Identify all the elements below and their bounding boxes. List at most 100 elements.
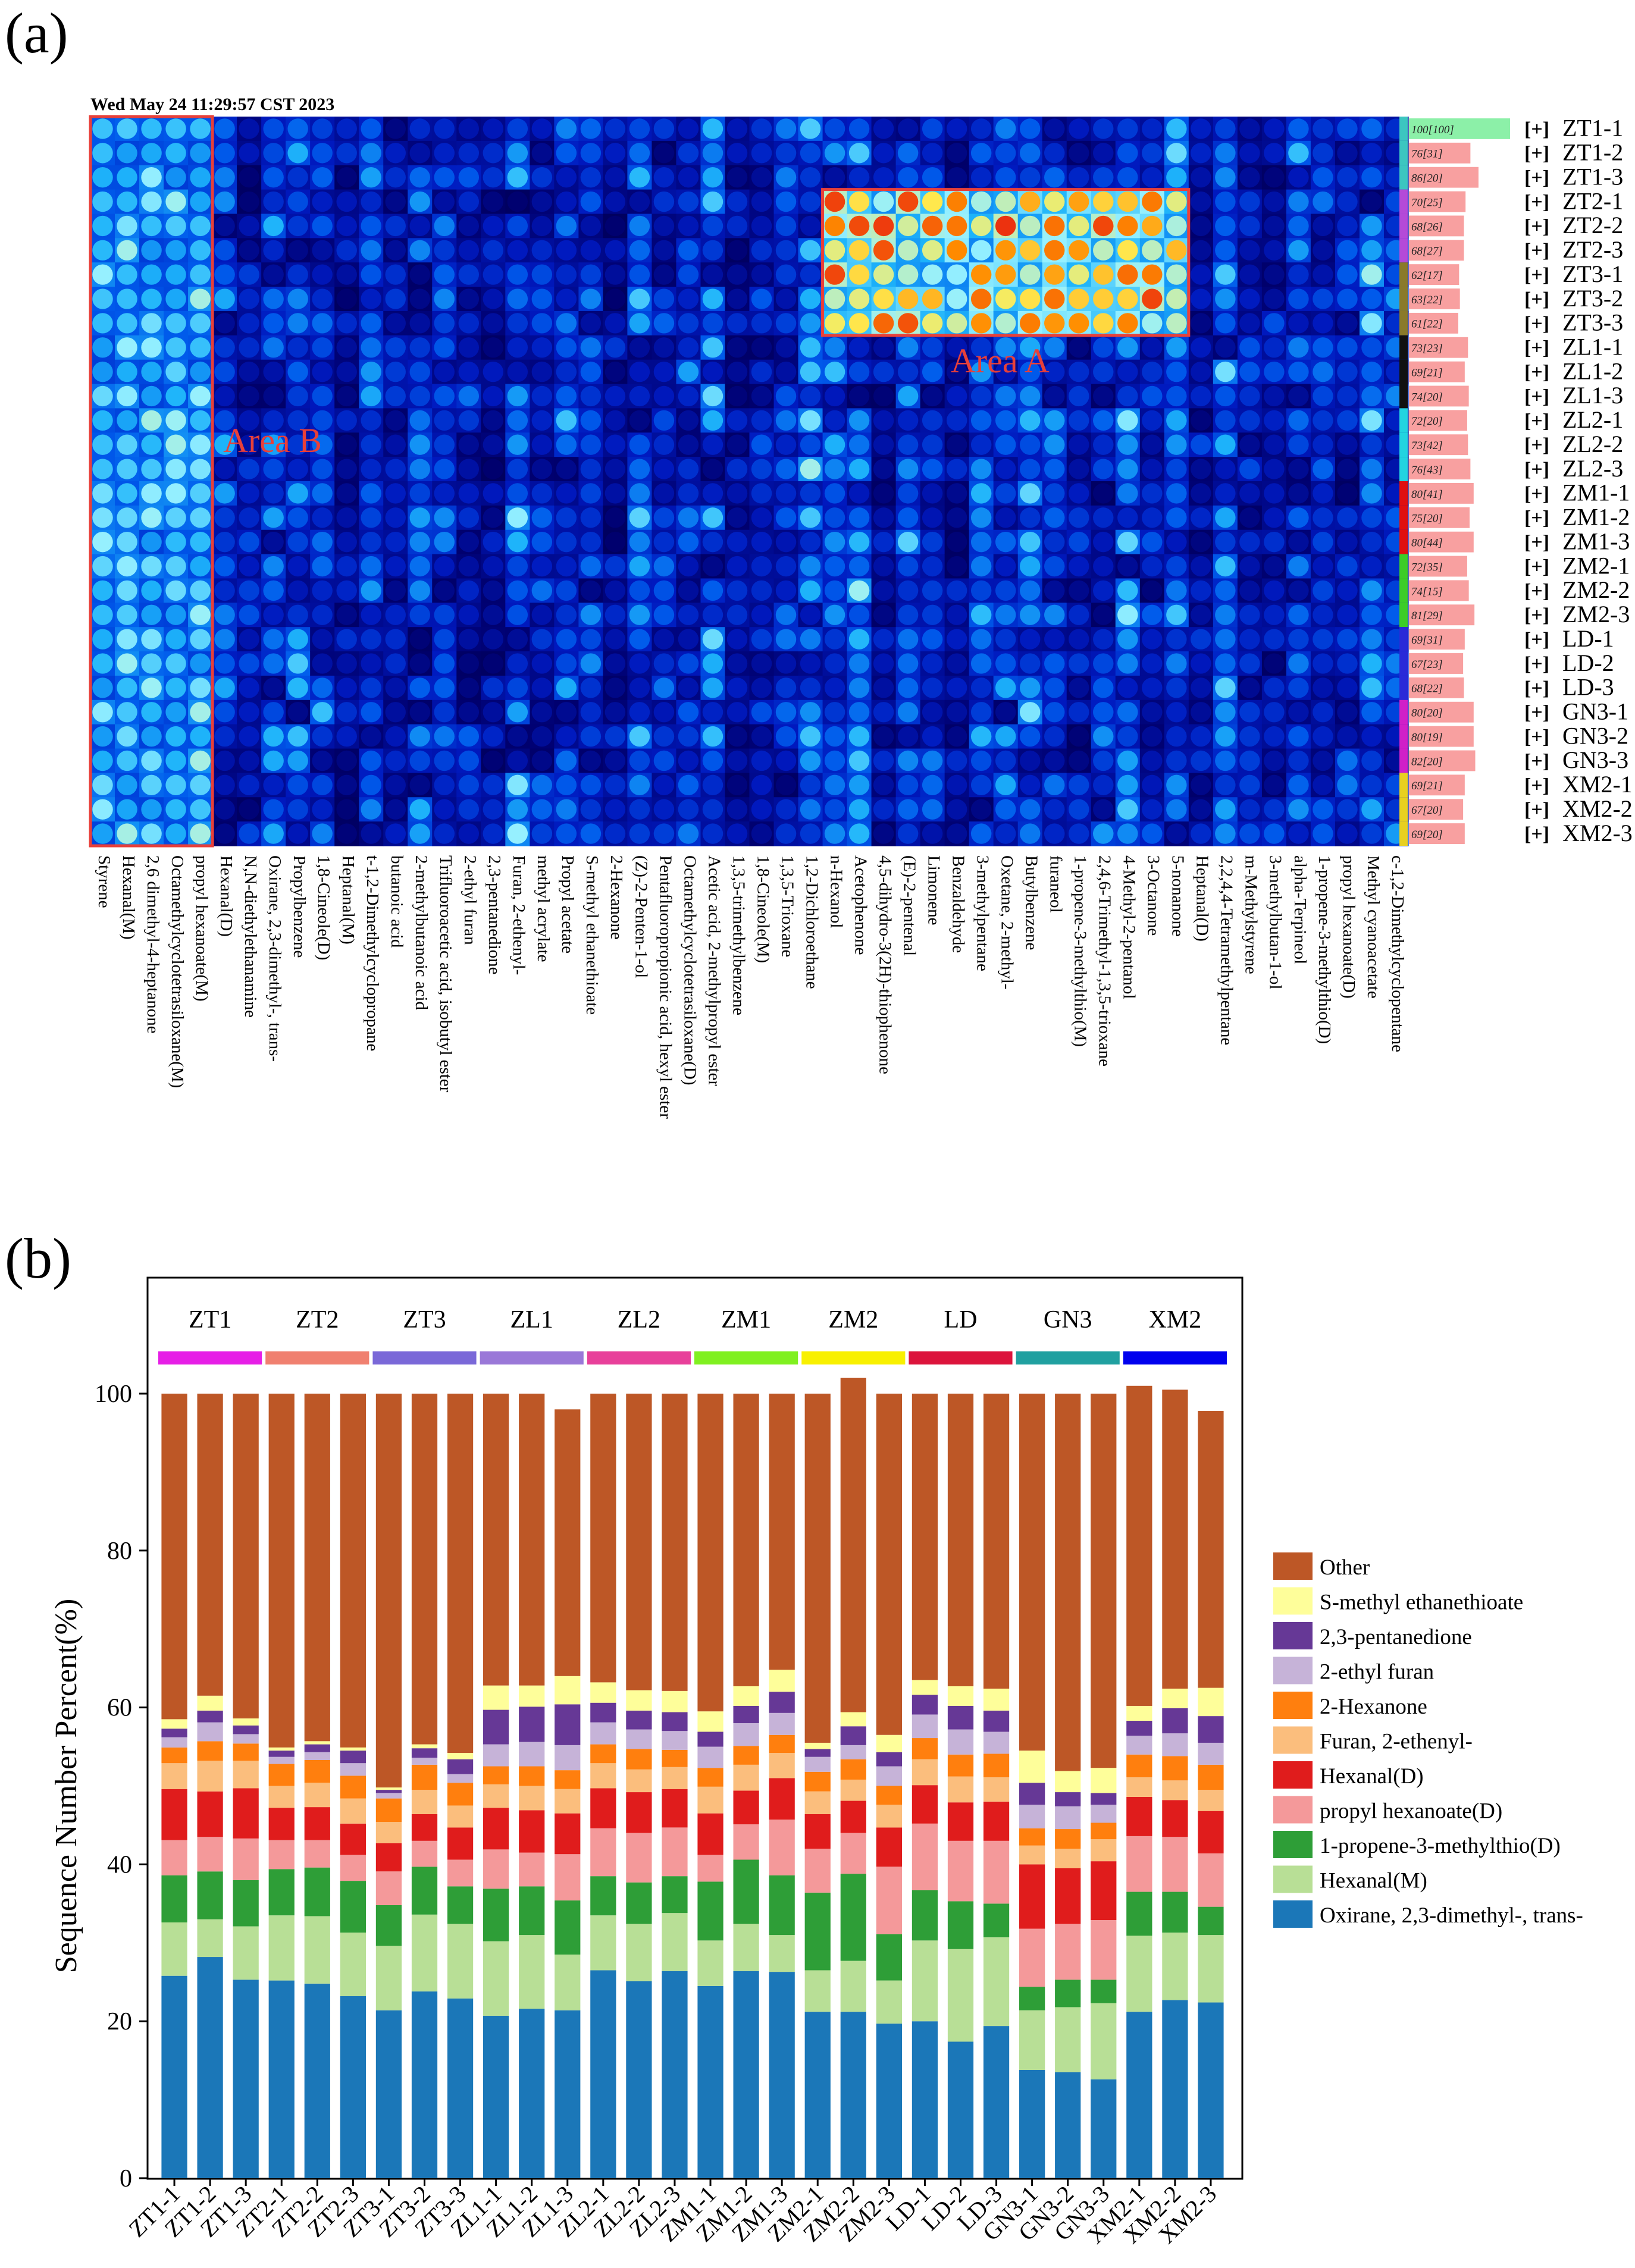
heatmap-spot: [1142, 604, 1163, 625]
compound-label: propyl hexanoate(D): [1339, 855, 1358, 999]
bar-segment: [483, 1685, 509, 1710]
bar-segment: [483, 1784, 509, 1808]
heatmap-spot: [117, 385, 137, 407]
bar-segment: [161, 1840, 187, 1875]
heatmap-spot: [922, 629, 943, 650]
bar-segment: [197, 1871, 223, 1919]
bar-segment: [304, 1983, 330, 2178]
heatmap-spot: [336, 556, 357, 577]
compound-label: 3-methylpentane: [973, 855, 992, 971]
heatmap-spot: [556, 434, 577, 455]
heatmap-spot: [1117, 118, 1138, 139]
heatmap-spot: [92, 240, 113, 261]
heatmap-spot: [141, 215, 162, 237]
heatmap-spot: [824, 410, 845, 431]
heatmap-spot: [1044, 580, 1065, 601]
heatmap-spot: [995, 702, 1016, 723]
bar-segment: [519, 1935, 545, 2009]
heatmap-spot: [214, 532, 235, 553]
heatmap-spot: [239, 483, 259, 504]
heatmap-spot: [1337, 361, 1358, 382]
bar-segment: [947, 1949, 974, 2042]
bar-segment: [733, 1859, 759, 1924]
heatmap-spot: [312, 702, 333, 723]
heatmap-spot: [1069, 507, 1089, 528]
heatmap-spot: [848, 385, 870, 407]
heatmap-spot: [434, 410, 455, 431]
bar-segment: [447, 1774, 474, 1783]
bar-segment: [304, 1752, 330, 1760]
heatmap-spot: [92, 580, 113, 601]
heatmap-spot: [580, 532, 602, 553]
heatmap-spot: [1166, 750, 1187, 771]
heatmap-spot: [409, 385, 430, 407]
group-color-cell: [1399, 214, 1408, 239]
group-color-cell: [1399, 432, 1408, 457]
heatmap-spot: [726, 215, 748, 237]
heatmap-spot: [629, 799, 650, 820]
heatmap-spot: [1191, 215, 1211, 237]
heatmap-spot: [92, 677, 113, 698]
heatmap-spot: [873, 191, 894, 212]
group-color-cell: [1399, 287, 1408, 311]
bar-segment: [1091, 1822, 1117, 1840]
heatmap-spot: [1191, 143, 1211, 164]
heatmap-spot: [1166, 410, 1187, 431]
legend-swatch: [1273, 1692, 1313, 1719]
heatmap-spot: [1069, 337, 1089, 358]
heatmap-spot: [800, 483, 821, 504]
heatmap-spot: [312, 799, 333, 820]
heatmap-spot: [1117, 653, 1138, 674]
bar-segment: [769, 1734, 795, 1753]
heatmap-spot: [141, 264, 162, 285]
heatmap-spot: [1019, 337, 1041, 358]
heatmap-spot: [361, 726, 381, 747]
heatmap-spot: [409, 604, 430, 625]
heatmap-spot: [1166, 507, 1187, 528]
heatmap-spot: [824, 653, 845, 674]
heatmap-spot: [1069, 823, 1089, 844]
heatmap-spot: [1142, 410, 1163, 431]
heatmap-spot: [1288, 288, 1309, 309]
heatmap-spot: [434, 459, 455, 479]
heatmap-spot: [531, 143, 553, 164]
heatmap-spot: [1215, 143, 1236, 164]
bar-segment: [912, 1394, 938, 1680]
heatmap-spot: [190, 532, 211, 553]
heatmap-spot: [214, 361, 235, 382]
group-color-cell: [1399, 189, 1408, 214]
heatmap-spot: [1044, 823, 1065, 844]
heatmap-spot: [1239, 385, 1260, 407]
similarity-label: 69[21]: [1411, 366, 1443, 379]
bar-segment: [1019, 1987, 1045, 2010]
heatmap-spot: [1117, 191, 1138, 212]
heatmap-spot: [1239, 264, 1260, 285]
heatmap-spot: [1313, 385, 1333, 407]
heatmap-spot: [117, 410, 137, 431]
heatmap-spot: [995, 385, 1016, 407]
legend-swatch: [1273, 1796, 1313, 1824]
heatmap-spot: [263, 215, 284, 237]
bar-segment: [447, 1859, 474, 1887]
heatmap-spot: [165, 143, 186, 164]
heatmap-spot: [922, 337, 943, 358]
bar-segment: [1055, 2072, 1081, 2178]
heatmap-spot: [1191, 264, 1211, 285]
similarity-label: 72[35]: [1411, 561, 1443, 573]
similarity-label: 80[44]: [1411, 537, 1443, 550]
heatmap-spot: [873, 629, 894, 650]
heatmap-spot: [214, 629, 235, 650]
heatmap-spot: [1142, 702, 1163, 723]
bar-segment: [1055, 1394, 1081, 1771]
heatmap-spot: [409, 532, 430, 553]
heatmap-spot: [409, 556, 430, 577]
heatmap-spot: [458, 410, 480, 431]
heatmap-spot: [751, 143, 772, 164]
heatmap-spot: [1069, 604, 1089, 625]
heatmap-spot: [580, 288, 602, 309]
heatmap-spot: [434, 532, 455, 553]
heatmap-spot: [873, 774, 894, 795]
heatmap-spot: [995, 118, 1016, 139]
heatmap-spot: [751, 215, 772, 237]
heatmap-spot: [702, 288, 723, 309]
